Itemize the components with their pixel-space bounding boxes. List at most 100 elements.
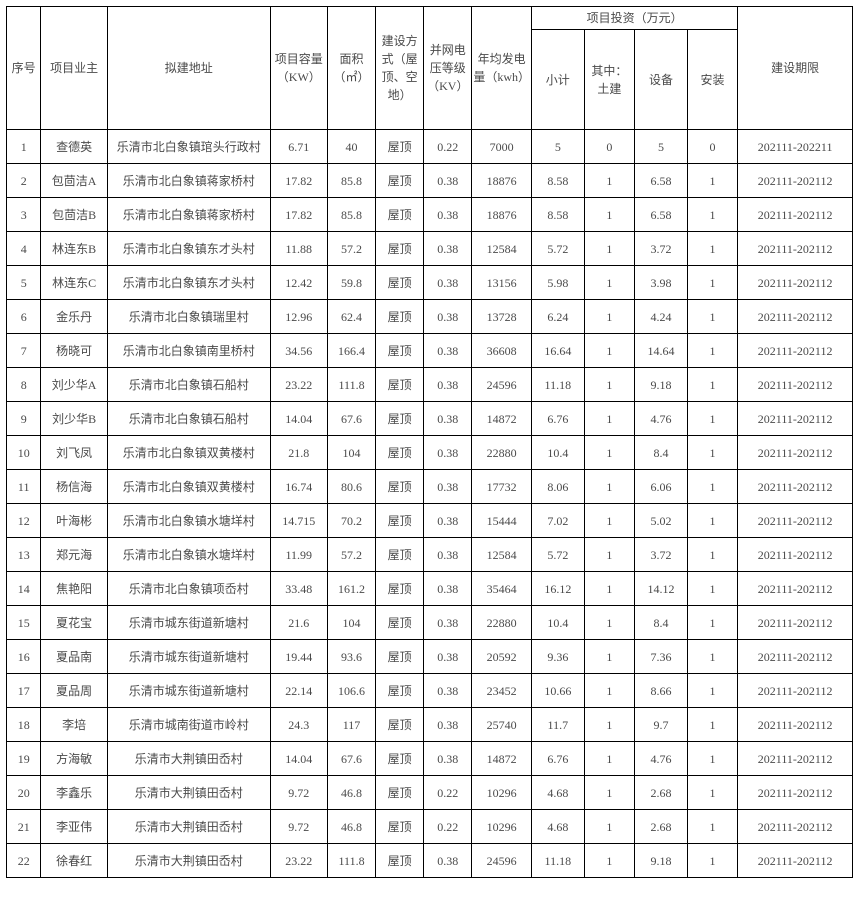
cell-addr: 乐清市北白象镇琯头行政村 — [107, 130, 270, 164]
cell-sub: 5.72 — [531, 538, 584, 572]
cell-cap: 23.22 — [270, 368, 327, 402]
cell-period: 202111-202112 — [738, 266, 853, 300]
cell-inst: 1 — [687, 164, 737, 198]
cell-cap: 17.82 — [270, 198, 327, 232]
header-period: 建设期限 — [738, 7, 853, 130]
cell-cap: 17.82 — [270, 164, 327, 198]
header-subtotal: 小计 — [531, 30, 584, 130]
cell-addr: 乐清市北白象镇南里桥村 — [107, 334, 270, 368]
project-table: 序号 项目业主 拟建地址 项目容量（KW） 面积（㎡） 建设方式（屋顶、空地） … — [6, 6, 853, 878]
cell-addr: 乐清市城东街道新塘村 — [107, 640, 270, 674]
cell-sub: 10.66 — [531, 674, 584, 708]
table-row: 6金乐丹乐清市北白象镇瑞里村12.9662.4屋顶0.38137286.2414… — [7, 300, 853, 334]
cell-owner: 叶海彬 — [41, 504, 107, 538]
cell-owner: 方海敏 — [41, 742, 107, 776]
cell-period: 202111-202211 — [738, 130, 853, 164]
cell-seq: 11 — [7, 470, 41, 504]
cell-equip: 14.12 — [635, 572, 688, 606]
cell-owner: 李亚伟 — [41, 810, 107, 844]
cell-equip: 2.68 — [635, 810, 688, 844]
cell-sub: 6.24 — [531, 300, 584, 334]
cell-power: 23452 — [472, 674, 532, 708]
cell-build: 屋顶 — [376, 844, 424, 878]
cell-area: 57.2 — [327, 232, 375, 266]
header-build: 建设方式（屋顶、空地） — [376, 7, 424, 130]
header-invest-group: 项目投资（万元） — [531, 7, 737, 30]
cell-addr: 乐清市城东街道新塘村 — [107, 606, 270, 640]
cell-build: 屋顶 — [376, 164, 424, 198]
cell-seq: 10 — [7, 436, 41, 470]
cell-volt: 0.38 — [424, 164, 472, 198]
table-row: 11杨信海乐清市北白象镇双黄楼村16.7480.6屋顶0.38177328.06… — [7, 470, 853, 504]
cell-sub: 6.76 — [531, 742, 584, 776]
cell-area: 67.6 — [327, 742, 375, 776]
cell-addr: 乐清市大荆镇田岙村 — [107, 742, 270, 776]
cell-addr: 乐清市北白象镇水塘垟村 — [107, 504, 270, 538]
cell-civil: 1 — [584, 538, 634, 572]
table-row: 22徐春红乐清市大荆镇田岙村23.22111.8屋顶0.382459611.18… — [7, 844, 853, 878]
cell-volt: 0.38 — [424, 232, 472, 266]
cell-build: 屋顶 — [376, 368, 424, 402]
cell-seq: 19 — [7, 742, 41, 776]
cell-owner: 林连东B — [41, 232, 107, 266]
cell-period: 202111-202112 — [738, 232, 853, 266]
cell-period: 202111-202112 — [738, 640, 853, 674]
cell-volt: 0.38 — [424, 742, 472, 776]
cell-power: 15444 — [472, 504, 532, 538]
cell-period: 202111-202112 — [738, 572, 853, 606]
cell-volt: 0.38 — [424, 402, 472, 436]
cell-addr: 乐清市大荆镇田岙村 — [107, 810, 270, 844]
cell-cap: 24.3 — [270, 708, 327, 742]
table-row: 10刘飞凤乐清市北白象镇双黄楼村21.8104屋顶0.382288010.418… — [7, 436, 853, 470]
cell-equip: 8.4 — [635, 436, 688, 470]
cell-equip: 9.7 — [635, 708, 688, 742]
cell-build: 屋顶 — [376, 300, 424, 334]
cell-seq: 16 — [7, 640, 41, 674]
cell-sub: 4.68 — [531, 810, 584, 844]
cell-equip: 6.06 — [635, 470, 688, 504]
cell-inst: 1 — [687, 436, 737, 470]
cell-area: 104 — [327, 606, 375, 640]
cell-power: 10296 — [472, 776, 532, 810]
cell-build: 屋顶 — [376, 232, 424, 266]
cell-equip: 9.18 — [635, 844, 688, 878]
cell-power: 25740 — [472, 708, 532, 742]
cell-cap: 19.44 — [270, 640, 327, 674]
cell-seq: 7 — [7, 334, 41, 368]
cell-period: 202111-202112 — [738, 436, 853, 470]
cell-area: 85.8 — [327, 198, 375, 232]
cell-power: 18876 — [472, 164, 532, 198]
cell-power: 18876 — [472, 198, 532, 232]
cell-equip: 3.72 — [635, 538, 688, 572]
header-voltage: 并网电压等级（KV） — [424, 7, 472, 130]
cell-cap: 14.04 — [270, 402, 327, 436]
cell-volt: 0.38 — [424, 300, 472, 334]
cell-build: 屋顶 — [376, 504, 424, 538]
table-row: 14焦艳阳乐清市北白象镇项岙村33.48161.2屋顶0.383546416.1… — [7, 572, 853, 606]
cell-inst: 1 — [687, 810, 737, 844]
table-row: 21李亚伟乐清市大荆镇田岙村9.7246.8屋顶0.22102964.6812.… — [7, 810, 853, 844]
cell-period: 202111-202112 — [738, 470, 853, 504]
cell-sub: 6.76 — [531, 402, 584, 436]
table-row: 1查德英乐清市北白象镇琯头行政村6.7140屋顶0.22700050502021… — [7, 130, 853, 164]
cell-equip: 8.4 — [635, 606, 688, 640]
cell-civil: 1 — [584, 470, 634, 504]
cell-cap: 33.48 — [270, 572, 327, 606]
cell-area: 93.6 — [327, 640, 375, 674]
cell-volt: 0.22 — [424, 810, 472, 844]
cell-area: 85.8 — [327, 164, 375, 198]
cell-addr: 乐清市北白象镇石船村 — [107, 368, 270, 402]
cell-sub: 11.18 — [531, 368, 584, 402]
cell-cap: 9.72 — [270, 776, 327, 810]
cell-area: 40 — [327, 130, 375, 164]
cell-area: 161.2 — [327, 572, 375, 606]
cell-owner: 包茴洁B — [41, 198, 107, 232]
cell-seq: 14 — [7, 572, 41, 606]
cell-seq: 4 — [7, 232, 41, 266]
cell-area: 57.2 — [327, 538, 375, 572]
cell-sub: 5 — [531, 130, 584, 164]
cell-owner: 夏花宝 — [41, 606, 107, 640]
cell-build: 屋顶 — [376, 130, 424, 164]
cell-inst: 1 — [687, 844, 737, 878]
table-row: 3包茴洁B乐清市北白象镇蒋家桥村17.8285.8屋顶0.38188768.58… — [7, 198, 853, 232]
